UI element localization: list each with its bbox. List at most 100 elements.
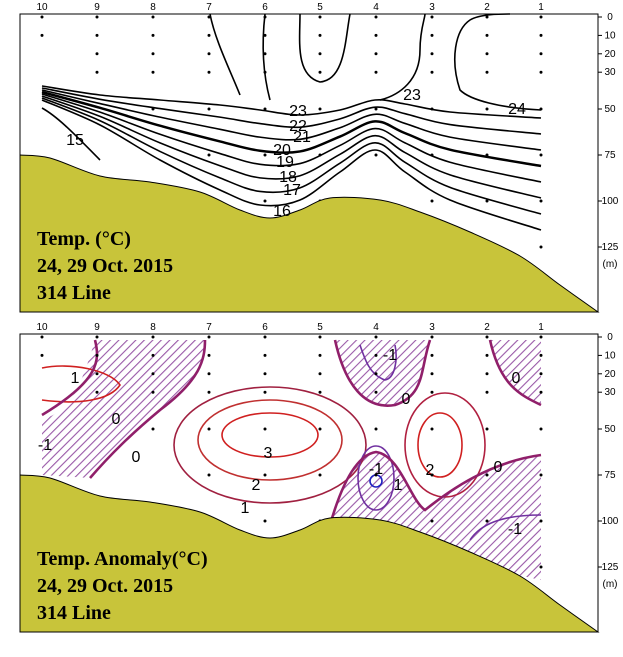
sample-point xyxy=(318,353,322,357)
sample-point xyxy=(539,15,543,19)
sample-point xyxy=(430,427,434,431)
contour-label: -1 xyxy=(369,461,383,478)
depth-unit: (m) xyxy=(603,579,618,590)
contour-label: 0 xyxy=(112,411,121,428)
sample-point xyxy=(374,427,378,431)
station-label: 6 xyxy=(262,2,268,13)
sample-point xyxy=(207,15,211,19)
sample-point xyxy=(95,52,99,56)
station-label: 5 xyxy=(317,2,323,13)
sample-point xyxy=(207,473,211,477)
station-label: 3 xyxy=(429,322,435,333)
sample-point xyxy=(485,335,489,339)
station-label: 2 xyxy=(484,2,490,13)
negative-region xyxy=(42,340,205,478)
sample-point xyxy=(318,52,322,56)
station-label: 9 xyxy=(94,2,100,13)
sample-point xyxy=(151,52,155,56)
contour-label: 1 xyxy=(241,500,250,517)
sample-point xyxy=(207,33,211,37)
negative-region xyxy=(335,340,430,406)
contour-label: 1 xyxy=(394,477,403,494)
contour-label: 1 xyxy=(71,370,80,387)
sample-point xyxy=(539,199,543,203)
depth-label: 100 xyxy=(602,196,619,207)
contour-line xyxy=(41,95,542,199)
station-label: 1 xyxy=(538,2,544,13)
sample-point xyxy=(374,473,378,477)
contour-line xyxy=(173,386,367,504)
depth-label: 75 xyxy=(604,470,616,481)
sample-point xyxy=(430,353,434,357)
sample-point xyxy=(207,107,211,111)
sample-point xyxy=(151,33,155,37)
depth-label: 125 xyxy=(602,242,619,253)
sample-point xyxy=(485,427,489,431)
sample-point xyxy=(318,473,322,477)
contour-label: 17 xyxy=(283,182,301,199)
contour-label: 16 xyxy=(273,203,291,220)
sample-point xyxy=(430,335,434,339)
contour-label: 0 xyxy=(402,391,411,408)
contour-line xyxy=(41,365,121,403)
contour-line xyxy=(454,13,542,111)
plot-frame xyxy=(19,333,599,633)
contour-line xyxy=(221,412,319,458)
sample-point xyxy=(263,153,267,157)
sample-point xyxy=(95,372,99,376)
contour-label: 0 xyxy=(132,449,141,466)
depth-label: 0 xyxy=(607,332,613,343)
sample-point xyxy=(374,33,378,37)
sample-point xyxy=(539,519,543,523)
sample-point xyxy=(485,473,489,477)
contour-label: -1 xyxy=(383,347,397,364)
sample-point xyxy=(263,473,267,477)
contour-label: 23 xyxy=(403,87,421,104)
sample-point xyxy=(485,15,489,19)
sample-point xyxy=(374,153,378,157)
sample-point xyxy=(485,199,489,203)
contour-label: 3 xyxy=(264,445,273,462)
negative-region xyxy=(490,340,541,405)
sample-point xyxy=(539,70,543,74)
sample-point xyxy=(374,15,378,19)
sample-point xyxy=(263,335,267,339)
sample-point xyxy=(539,565,543,569)
sample-point xyxy=(151,353,155,357)
contour-line xyxy=(41,107,101,161)
sample-point xyxy=(539,427,543,431)
sample-point xyxy=(430,473,434,477)
contour-label: 2 xyxy=(252,477,261,494)
contour-line xyxy=(379,13,426,101)
sample-point xyxy=(318,33,322,37)
sample-point xyxy=(95,390,99,394)
sample-point xyxy=(485,153,489,157)
sample-point xyxy=(374,372,378,376)
sample-point xyxy=(263,15,267,19)
sample-point xyxy=(318,427,322,431)
depth-label: 30 xyxy=(604,67,616,78)
sample-point xyxy=(207,52,211,56)
depth-label: 75 xyxy=(604,150,616,161)
contour-label: 21 xyxy=(293,129,311,146)
sample-point xyxy=(374,353,378,357)
sample-point xyxy=(263,390,267,394)
station-label: 9 xyxy=(94,322,100,333)
sample-point xyxy=(207,70,211,74)
sample-point xyxy=(485,33,489,37)
sample-point xyxy=(539,372,543,376)
sample-point xyxy=(40,15,44,19)
contour-line xyxy=(41,97,542,215)
panel: 10 9 8 7 6 5 4 3 2 101020305075100125(m)232221201… xyxy=(19,2,619,313)
contour-label: 20 xyxy=(273,142,291,159)
depth-label: 50 xyxy=(604,424,616,435)
contour-label: 19 xyxy=(276,154,294,171)
sample-point xyxy=(430,519,434,523)
sample-point xyxy=(40,353,44,357)
sample-point xyxy=(485,107,489,111)
sample-point xyxy=(539,52,543,56)
sample-point xyxy=(485,519,489,523)
sample-point xyxy=(539,473,543,477)
sample-point xyxy=(151,107,155,111)
contour-label: 2 xyxy=(426,462,435,479)
